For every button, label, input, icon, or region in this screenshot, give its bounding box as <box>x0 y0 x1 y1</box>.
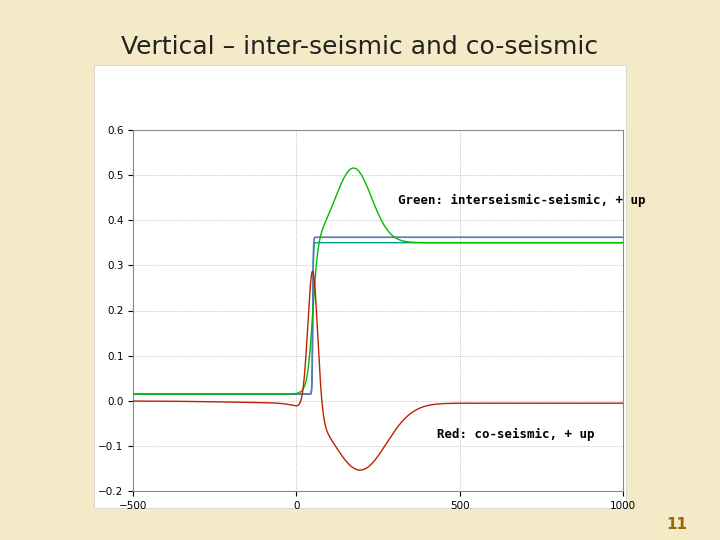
Text: Vertical – inter-seismic and co-seismic: Vertical – inter-seismic and co-seismic <box>122 35 598 59</box>
Text: Red: co-seismic, + up: Red: co-seismic, + up <box>437 428 594 442</box>
Text: Green: interseismic-seismic, + up: Green: interseismic-seismic, + up <box>397 194 645 207</box>
Text: 11: 11 <box>667 517 688 532</box>
